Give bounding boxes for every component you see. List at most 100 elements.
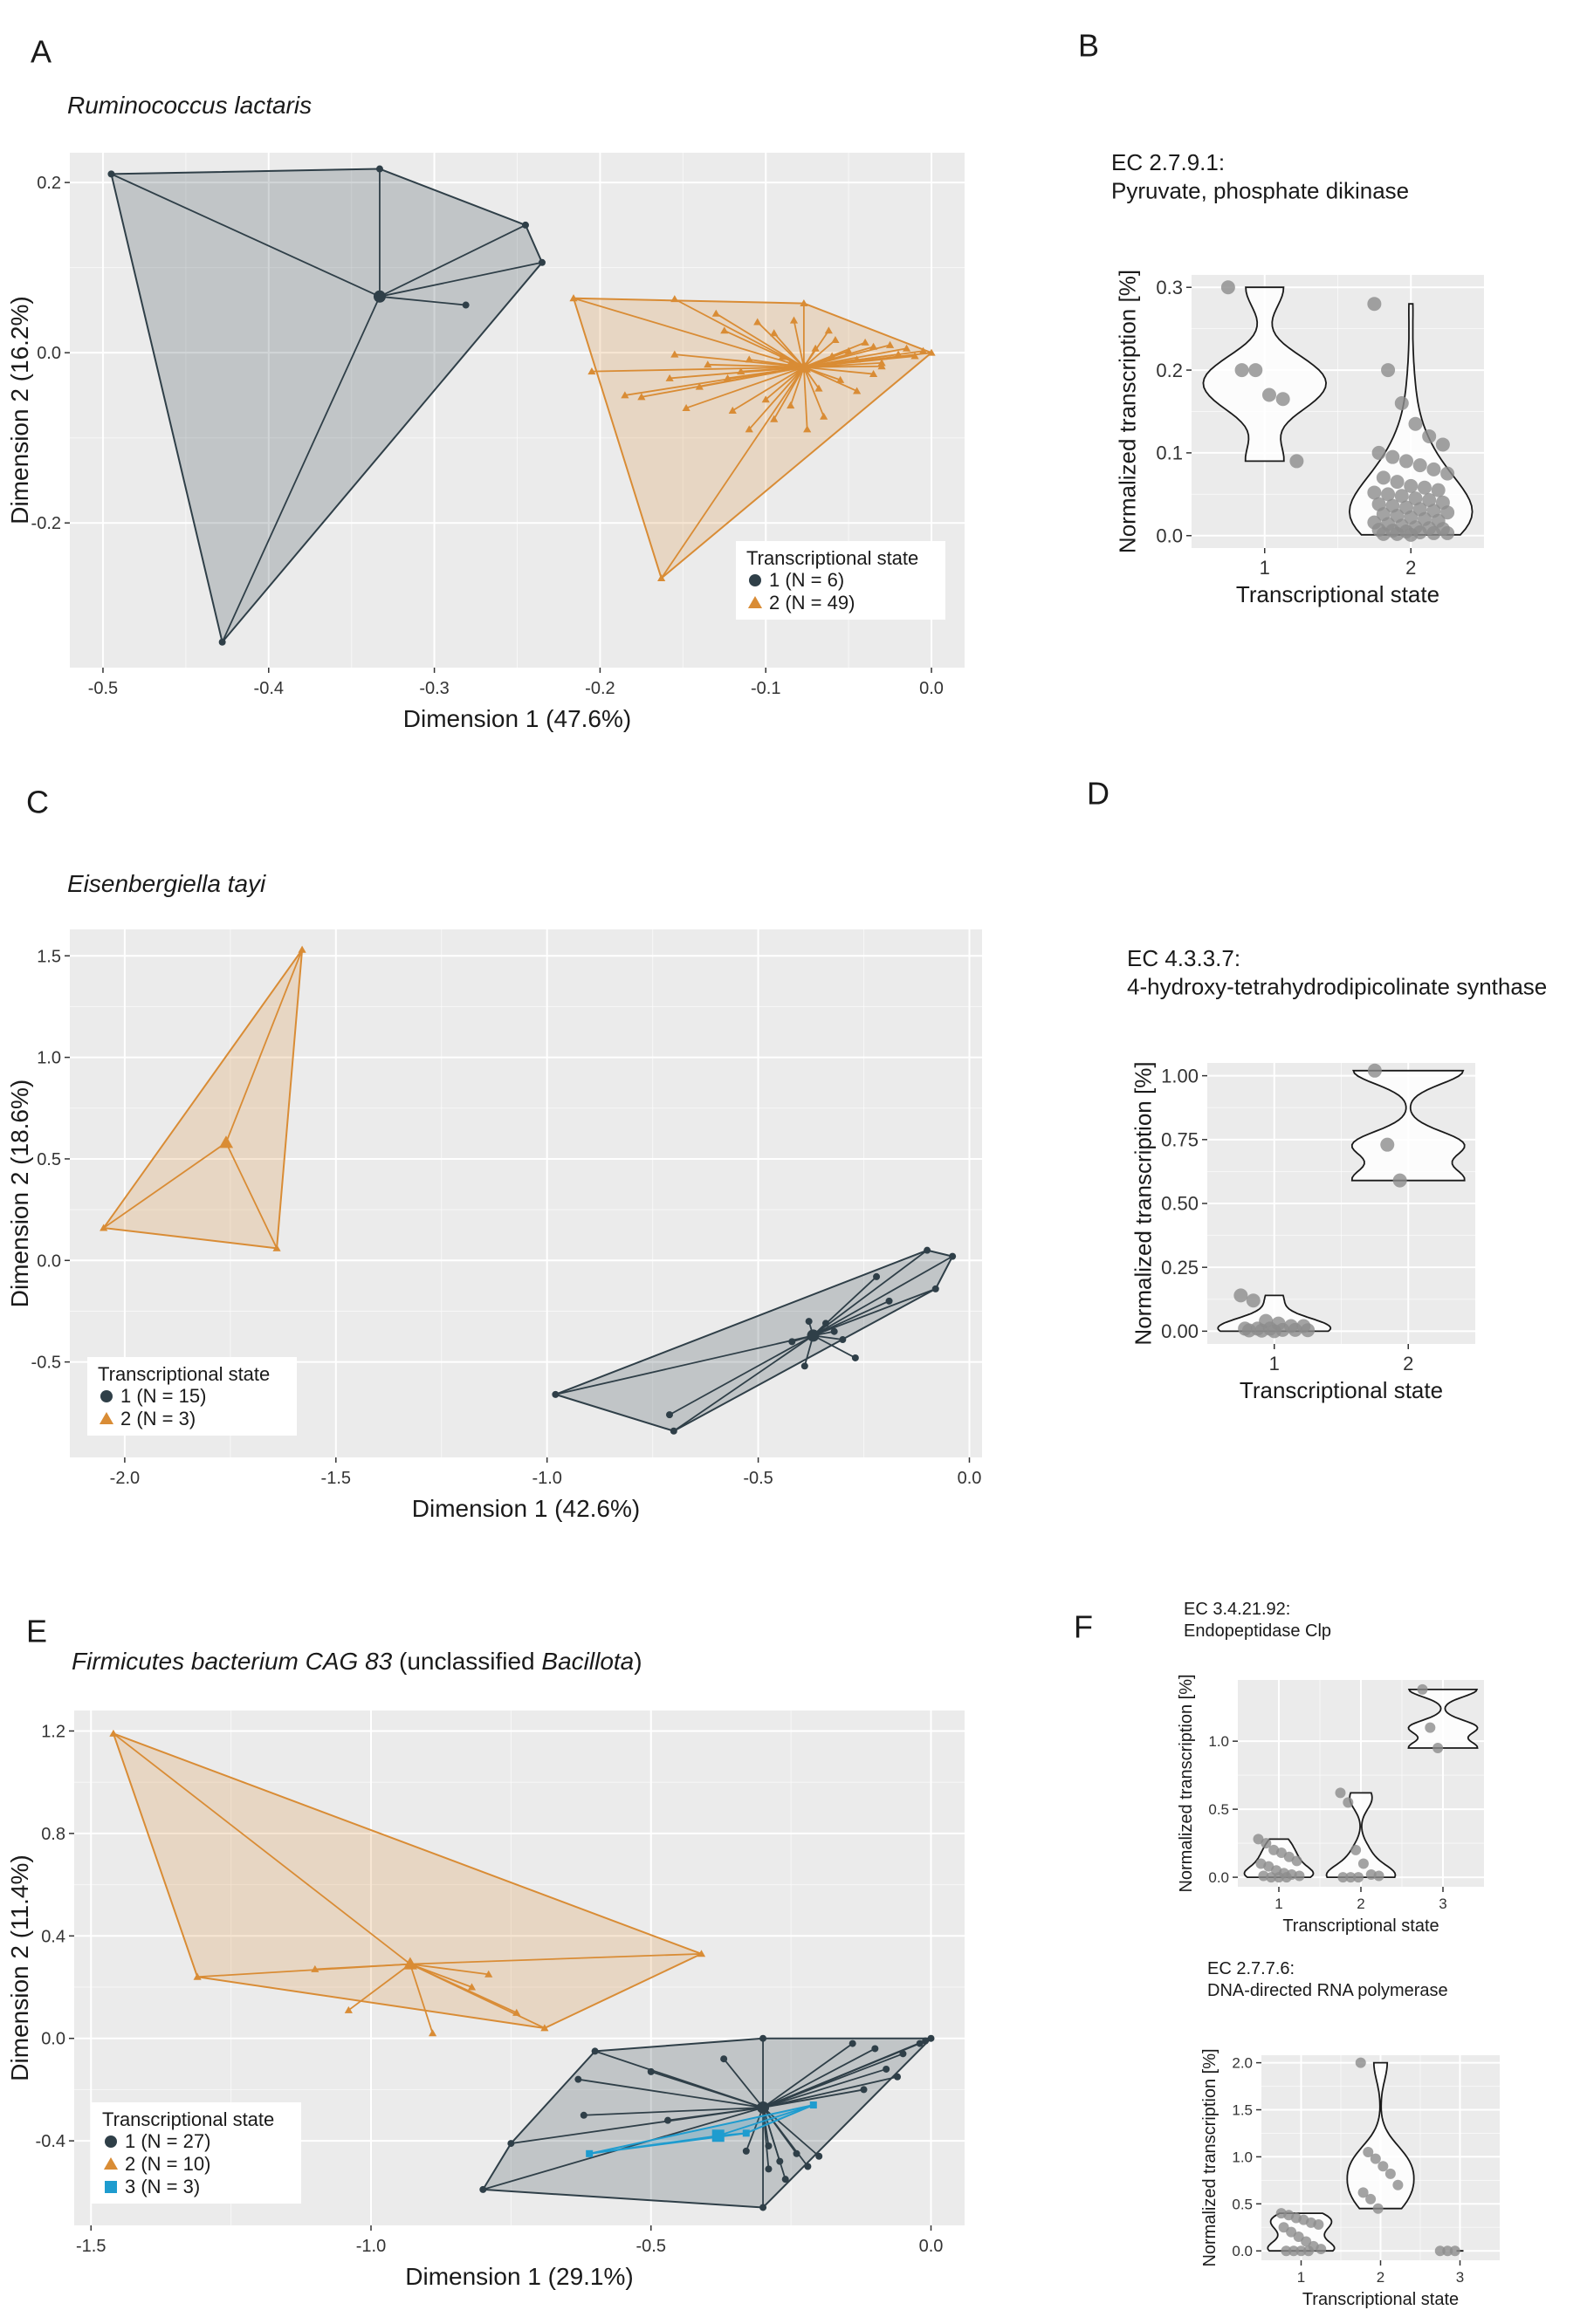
jitter-point <box>1381 487 1396 502</box>
spider-line <box>812 1249 928 1337</box>
data-point <box>821 1320 829 1327</box>
spider-line <box>732 366 805 412</box>
jitter-point <box>1234 363 1249 378</box>
spider-line <box>793 319 805 367</box>
jitter-point <box>1426 525 1441 540</box>
panel-label: E <box>26 1613 47 1649</box>
jitter-point <box>1373 1870 1384 1882</box>
jitter-point <box>1248 363 1263 378</box>
jitter-point <box>1385 449 1400 464</box>
data-point <box>869 342 878 350</box>
x-tick-label: -0.5 <box>636 2237 666 2256</box>
x-axis-label: Transcriptional state <box>1302 2290 1459 2309</box>
jitter-point <box>1313 2219 1324 2231</box>
data-point <box>800 299 808 307</box>
x-tick-label: 0.0 <box>958 1469 982 1488</box>
y-tick-label: 1.00 <box>1161 1065 1199 1087</box>
x-axis-label: Transcriptional state <box>1240 1377 1443 1403</box>
legend-key-3 <box>105 2181 117 2193</box>
y-tick-label: 0.5 <box>37 1150 61 1169</box>
data-point <box>193 1972 202 1980</box>
y-tick-label: 0.3 <box>1156 277 1183 298</box>
chart-subtitle: 4-hydroxy-tetrahydrodipicolinate synthas… <box>1127 974 1547 1000</box>
jitter-point <box>1367 485 1382 500</box>
spider-line <box>762 2047 876 2108</box>
data-point <box>885 1297 893 1305</box>
y-tick-label: 1.0 <box>37 1049 61 1068</box>
data-point <box>820 412 828 420</box>
y-tick-label: 0.0 <box>41 2030 65 2049</box>
spider-line <box>748 367 805 430</box>
spider-line <box>379 295 466 306</box>
jitter-point <box>1350 1844 1362 1855</box>
jitter-point <box>1422 492 1437 507</box>
jitter-point <box>1434 2245 1446 2257</box>
jitter-point <box>1288 1322 1302 1337</box>
data-point <box>657 574 666 582</box>
chart-subtitle: Endopeptidase Clp <box>1184 1621 1331 1641</box>
panel-C: -2.0 -1.5 -1.0 -0.5 0.0 -0.5 0.0 0.5 1.0 1.5 Dimen… <box>6 784 982 1522</box>
x-tick-label: -1.0 <box>532 1469 561 1488</box>
x-tick-label: 3 <box>1439 1896 1446 1912</box>
legend-key-2 <box>103 2156 119 2170</box>
spider-line <box>803 361 883 368</box>
jitter-point <box>1233 1288 1248 1303</box>
legend-label: 1 (N = 27) <box>125 2130 210 2152</box>
jitter-point <box>1291 1855 1302 1867</box>
data-point <box>587 367 596 375</box>
x-tick-label: 2 <box>1403 1353 1413 1375</box>
spider-line <box>813 1288 937 1337</box>
y-axis-label: Dimension 2 (16.2%) <box>6 296 33 524</box>
x-tick-label: 2 <box>1357 1896 1364 1912</box>
y-tick-label: 0.50 <box>1161 1193 1199 1215</box>
jitter-point <box>1241 1323 1256 1338</box>
data-point <box>569 294 578 302</box>
data-point <box>788 1338 796 1346</box>
jitter-point <box>1372 2203 1384 2214</box>
centroid-point <box>796 360 811 373</box>
y-tick-label: -0.5 <box>31 1354 61 1373</box>
spider-line <box>221 296 381 643</box>
legend-title: Transcriptional state <box>98 1363 270 1385</box>
spider-line <box>660 367 805 579</box>
data-point <box>462 301 470 309</box>
group-state-2 <box>100 945 306 1251</box>
data-point <box>272 1244 281 1251</box>
data-point <box>871 2045 879 2053</box>
jitter-point <box>1426 462 1441 476</box>
data-point <box>586 2149 594 2157</box>
jitter-point <box>1417 480 1432 495</box>
data-point <box>107 170 115 178</box>
jitter-point <box>1376 526 1391 541</box>
data-point <box>848 2039 856 2047</box>
centroid-point <box>373 290 386 303</box>
spider-line <box>409 1952 702 1965</box>
y-tick-label: 1.0 <box>1208 1733 1229 1750</box>
legend-title: Transcriptional state <box>102 2108 274 2130</box>
spider-line <box>685 366 805 409</box>
y-axis-label: Normalized transcription [%] <box>1200 2048 1219 2266</box>
data-point <box>787 359 795 367</box>
y-tick-label: 0.0 <box>1156 524 1183 546</box>
data-point <box>759 2034 767 2042</box>
chart-title: EC 3.4.21.92: <box>1184 1600 1290 1619</box>
panel-F2: 1 2 3 0.0 0.5 1.0 1.5 2.0 Transcriptional state N… <box>1200 1959 1500 2309</box>
spider-line <box>803 367 825 417</box>
spider-line <box>103 1141 227 1229</box>
data-point <box>924 1246 931 1254</box>
y-axis-label: Normalized transcription [%] <box>1130 1061 1156 1345</box>
jitter-point <box>1408 416 1423 431</box>
jitter-point <box>1335 1787 1346 1799</box>
data-point <box>682 403 690 412</box>
y-tick-label: 0.0 <box>37 344 61 363</box>
jitter-point <box>1440 505 1455 520</box>
data-point <box>428 2029 437 2037</box>
y-tick-label: 0.0 <box>37 1251 61 1271</box>
data-point <box>637 393 646 401</box>
chart-subtitle: DNA-directed RNA polymerase <box>1207 1981 1448 2000</box>
jitter-point <box>1367 297 1382 312</box>
spider-line <box>573 297 805 368</box>
spider-line <box>803 366 857 392</box>
data-point <box>927 348 936 356</box>
